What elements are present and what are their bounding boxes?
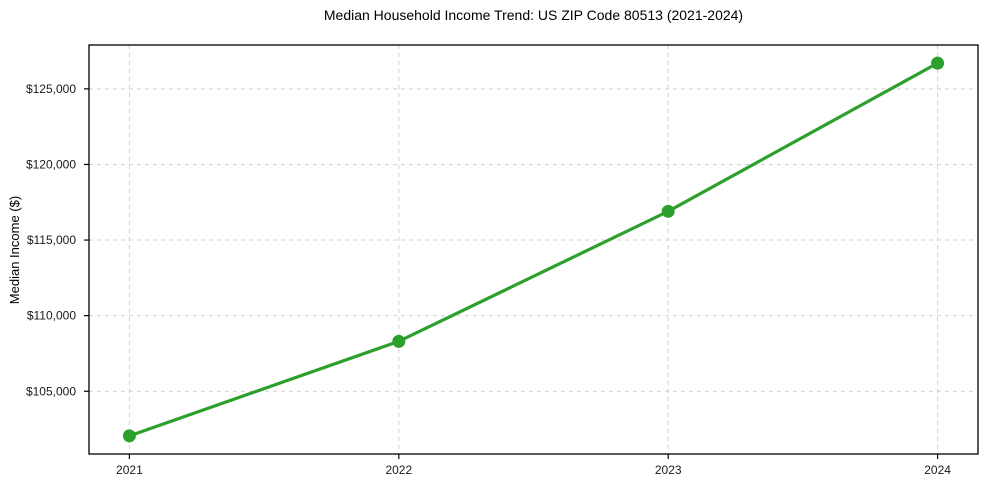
x-tick-label: 2021	[116, 463, 143, 477]
y-tick-label: $115,000	[27, 233, 76, 247]
x-tick-label: 2023	[655, 463, 682, 477]
y-axis-label: Median Income ($)	[7, 196, 22, 304]
trend-line	[127, 61, 940, 438]
x-tick-label: 2022	[385, 463, 412, 477]
y-tick-label: $125,000	[26, 82, 76, 96]
chart-title: Median Household Income Trend: US ZIP Co…	[324, 7, 743, 23]
data-point-2022	[392, 334, 406, 348]
y-tick-label: $105,000	[26, 384, 76, 398]
y-tick-label: $120,000	[26, 157, 76, 171]
plot-area: $105,000 $110,000 $115,000 $120,000 $125,000…	[26, 44, 979, 477]
data-point-2024	[931, 56, 945, 70]
data-point-2021	[122, 429, 136, 443]
data-point-2023	[661, 204, 675, 218]
x-tick-label: 2024	[924, 463, 951, 477]
plot-border	[88, 44, 979, 455]
y-tick-label: $110,000	[27, 309, 76, 323]
